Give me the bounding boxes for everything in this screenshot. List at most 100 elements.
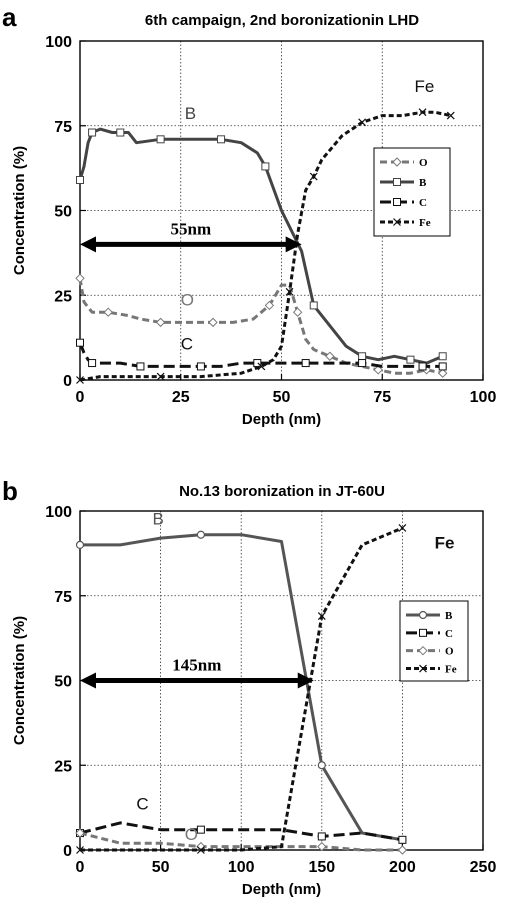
series-label-C: C <box>181 334 193 353</box>
series-line-Fe <box>80 526 403 852</box>
panel-letter: b <box>2 476 18 506</box>
data-point-C <box>76 338 84 347</box>
arrow-head-right <box>297 672 314 689</box>
data-point-O <box>292 307 303 317</box>
x-tick-label: 0 <box>76 859 85 876</box>
y-tick-label: 25 <box>54 758 72 775</box>
y-tick-label: 50 <box>54 674 72 691</box>
data-point-C <box>136 362 145 371</box>
data-point-Fe <box>196 846 205 854</box>
data-point-B <box>406 355 415 364</box>
x-tick-label: 100 <box>470 389 497 406</box>
legend-label-C: C <box>445 628 453 640</box>
data-point-C <box>88 359 97 368</box>
data-point-O <box>103 307 113 317</box>
panel-letter: a <box>2 2 17 32</box>
arrow-head-left <box>80 236 96 253</box>
x-tick-label: 25 <box>172 389 190 406</box>
data-point-O <box>397 845 408 855</box>
chart-title: No.13 boronization in JT-60U <box>179 483 385 500</box>
legend: BCO Fe <box>399 600 469 682</box>
series-label-C: C <box>136 794 148 813</box>
arrow-label: 55nm <box>171 219 212 238</box>
data-point-B <box>75 540 85 550</box>
data-point-C <box>196 362 205 371</box>
series-line-C <box>79 821 403 842</box>
x-tick-label: 50 <box>273 389 291 406</box>
legend-marker-B <box>393 178 401 186</box>
series-Fe: Fe <box>76 77 455 384</box>
y-tick-label: 0 <box>63 843 72 860</box>
y-tick-label: 100 <box>45 34 72 51</box>
data-point-C <box>301 359 310 368</box>
legend-label-B: B <box>419 177 427 189</box>
series-C: C <box>76 334 447 371</box>
data-point-O <box>317 841 327 852</box>
data-point-O <box>75 828 85 838</box>
x-axis-label: Depth (nm) <box>242 411 321 428</box>
x-tick-label: 50 <box>152 859 170 876</box>
chart-title: 6th campaign, 2nd boronizationin LHD <box>145 12 419 29</box>
y-tick-label: 75 <box>54 589 72 606</box>
arrow-head-right <box>285 236 302 253</box>
legend-label-C: C <box>419 197 427 209</box>
data-point-O <box>264 300 275 311</box>
data-point-Fe <box>398 524 407 532</box>
data-point-Fe <box>309 172 318 181</box>
data-point-Fe <box>76 846 84 854</box>
series-line-C <box>78 342 443 368</box>
legend-marker-C <box>419 628 427 637</box>
arrow-label: 145nm <box>172 656 221 675</box>
legend-marker-O <box>418 645 428 656</box>
legend-marker-Fe <box>393 218 401 226</box>
legend-label-O: O <box>419 157 428 169</box>
data-point-B <box>156 135 165 144</box>
y-axis-label: Concentration (%) <box>11 146 28 275</box>
data-point-B <box>317 761 326 770</box>
data-point-B <box>261 162 270 171</box>
chart-panel-a: a 6th campaign, 2nd boronizationin LHD 0 25… <box>2 2 496 428</box>
data-point-C <box>438 362 447 371</box>
series-line-B <box>78 127 444 365</box>
series-label-Fe: Fe <box>435 533 455 552</box>
data-point-Fe <box>285 287 294 296</box>
data-point-O <box>208 317 218 328</box>
data-point-B <box>438 352 447 361</box>
data-point-Fe <box>358 118 367 127</box>
series-line-B <box>80 533 403 842</box>
series-label-B: B <box>153 510 164 529</box>
chart-panel-b: b No.13 boronization in JT-60U 0 50 100 150 20… <box>2 476 496 898</box>
data-point-Fe <box>446 111 455 120</box>
data-point-B <box>116 128 125 137</box>
series-label-O: O <box>185 825 198 844</box>
data-point-B <box>76 175 84 184</box>
depth-arrow: 145nm <box>80 656 314 689</box>
x-tick-label: 0 <box>76 389 85 406</box>
legend-marker-Fe <box>419 664 427 673</box>
x-tick-label: 150 <box>308 859 335 876</box>
data-point-B <box>88 128 97 137</box>
x-tick-label: 75 <box>373 389 391 406</box>
data-point-O <box>325 351 335 361</box>
legend: OBC Fe <box>373 147 451 237</box>
series-label-B: B <box>185 104 196 123</box>
legend-label-Fe: Fe <box>419 217 431 229</box>
arrow-head-left <box>80 672 96 689</box>
series-Fe: Fe <box>76 524 455 854</box>
data-point-O <box>437 368 448 378</box>
data-point-C <box>398 835 407 844</box>
data-point-Fe <box>76 376 84 384</box>
x-tick-label: 250 <box>470 859 497 876</box>
y-tick-label: 25 <box>54 288 72 305</box>
legend-label-Fe: Fe <box>445 664 457 676</box>
x-axis-label: Depth (nm) <box>242 881 321 898</box>
legend-label-B: B <box>445 610 453 622</box>
depth-arrow: 55nm <box>80 219 302 253</box>
series-B: B <box>76 104 447 365</box>
data-point-B <box>217 135 226 144</box>
data-point-C <box>418 362 427 371</box>
legend-marker-O <box>392 157 402 167</box>
data-point-C <box>317 832 326 841</box>
data-point-O <box>373 365 383 375</box>
y-tick-label: 100 <box>45 504 72 521</box>
